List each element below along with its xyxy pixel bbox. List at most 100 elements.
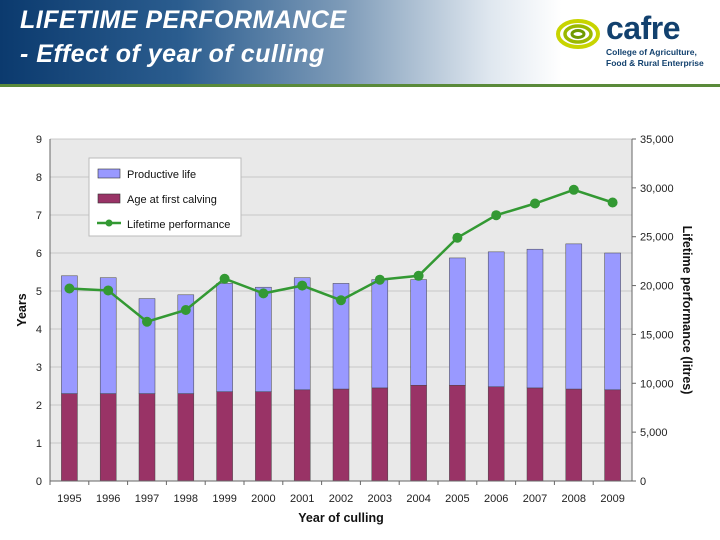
- bar-age-at-first-calving-1995: [61, 393, 78, 482]
- bar-age-at-first-calving-1999: [216, 391, 233, 482]
- x-tick-label-1997: 1997: [135, 493, 159, 505]
- bar-productive-life-2003: [371, 279, 389, 389]
- bar-productive-life-2000: [255, 286, 272, 392]
- right-axis-title: Lifetime performance (litres): [680, 226, 694, 395]
- left-tick-label: 8: [36, 172, 42, 184]
- lifetime-point-1997: [142, 316, 152, 327]
- slide-title-line2: - Effect of year of culling: [20, 40, 325, 68]
- logo-tagline-2: Food & Rural Enterprise: [606, 58, 704, 68]
- x-tick-label-2007: 2007: [523, 493, 547, 505]
- bar-age-at-first-calving-1997: [138, 393, 156, 482]
- left-axis-title: Years: [15, 293, 29, 326]
- lifetime-performance-points: [64, 184, 618, 327]
- bar-age-at-first-calving-2004: [410, 384, 427, 482]
- legend-label-lifetime-performance: Lifetime performance: [127, 219, 230, 231]
- logo-tagline-1: College of Agriculture,: [606, 47, 697, 57]
- bar-age-at-first-calving-2008: [565, 388, 583, 482]
- cafre-logo: cafre College of Agriculture, Food & Rur…: [556, 10, 706, 74]
- header-bar: [0, 0, 720, 84]
- lifetime-point-2002: [336, 295, 346, 306]
- legend: Productive life Age at first calving Lif…: [88, 157, 242, 237]
- slide-title-line1: LIFETIME PERFORMANCE: [20, 6, 347, 34]
- bar-age-at-first-calving-2007: [526, 387, 544, 482]
- bar-productive-life-2007: [526, 248, 544, 389]
- bar-productive-life-2004: [410, 279, 427, 386]
- logo-name: cafre: [606, 10, 681, 46]
- bar-productive-life-2008: [565, 243, 583, 390]
- x-axis-ticks: 1995 1996 1997 1998 1999 2000 2001 2002 2003 2004…: [49, 481, 625, 505]
- right-tick-label: 20,000: [640, 281, 674, 293]
- x-tick-label-2009: 2009: [600, 493, 624, 505]
- x-tick-label-2001: 2001: [290, 493, 314, 505]
- right-tick-label: 5,000: [640, 427, 668, 439]
- lifetime-point-2007: [530, 198, 540, 209]
- right-tick-label: 35,000: [640, 134, 674, 146]
- bar-age-at-first-calving-1996: [99, 393, 117, 482]
- lifetime-point-2008: [568, 184, 579, 195]
- lifetime-point-2004: [413, 270, 424, 281]
- lifetime-point-2009: [607, 197, 618, 208]
- left-tick-label: 5: [36, 286, 42, 298]
- left-axis-ticks: 0 1 2 3 4 5 6 7 8 9: [36, 134, 42, 488]
- right-tick-label: 25,000: [640, 232, 674, 244]
- bar-productive-life-2001: [293, 277, 311, 391]
- lifetime-point-2006: [491, 210, 502, 221]
- bar-productive-life-1996: [99, 277, 117, 394]
- x-tick-label-1998: 1998: [174, 493, 198, 505]
- bar-productive-life-2005: [449, 257, 466, 386]
- right-tick-label: 15,000: [640, 329, 674, 341]
- header-divider: [0, 84, 720, 87]
- bar-age-at-first-calving-2000: [255, 391, 272, 482]
- bar-productive-life-1995: [61, 275, 78, 394]
- bar-age-at-first-calving-2001: [293, 389, 311, 482]
- x-tick-label-2004: 2004: [406, 493, 430, 505]
- lifetime-point-1998: [180, 305, 191, 315]
- x-tick-label-2002: 2002: [329, 493, 353, 505]
- lifetime-point-1995: [64, 283, 75, 294]
- left-tick-label: 7: [36, 210, 42, 222]
- left-tick-label: 9: [36, 134, 42, 146]
- lifetime-point-2001: [297, 280, 308, 291]
- x-tick-label-2005: 2005: [445, 493, 469, 505]
- lifetime-point-2000: [258, 288, 269, 299]
- left-tick-label: 4: [36, 324, 42, 336]
- lifetime-point-1996: [103, 285, 114, 296]
- cafre-swirl-icon: [556, 19, 600, 49]
- left-tick-label: 1: [36, 438, 42, 450]
- lifetime-performance-chart: 0 1 2 3 4 5 6 7 8 9 0 5,000 10,000 15,000 20,000 25,00…: [15, 134, 694, 525]
- bar-age-at-first-calving-2002: [332, 388, 350, 482]
- x-tick-label-1996: 1996: [96, 493, 120, 505]
- bar-age-at-first-calving-2009: [604, 389, 621, 482]
- legend-label-productive-life: Productive life: [127, 169, 196, 181]
- left-tick-label: 3: [36, 362, 42, 374]
- right-axis-ticks: 0 5,000 10,000 15,000 20,000 25,000 30,000 35,0…: [632, 134, 674, 488]
- bar-productive-life-1998: [177, 294, 195, 394]
- lifetime-point-1999: [219, 273, 230, 284]
- legend-swatch-lifetime-marker: [105, 219, 113, 227]
- bar-productive-life-1997: [138, 298, 156, 394]
- x-tick-label-2006: 2006: [484, 493, 508, 505]
- x-tick-label-1999: 1999: [212, 493, 236, 505]
- left-tick-label: 6: [36, 248, 42, 260]
- bar-productive-life-2009: [604, 252, 621, 391]
- lifetime-point-2005: [452, 232, 463, 243]
- x-tick-label-2003: 2003: [368, 493, 392, 505]
- x-axis-title: Year of culling: [298, 511, 383, 525]
- x-tick-label-2008: 2008: [562, 493, 586, 505]
- legend-swatch-productive-life: [97, 168, 121, 179]
- right-tick-label: 30,000: [640, 183, 674, 195]
- bar-productive-life-1999: [216, 283, 233, 392]
- bars: [61, 243, 621, 482]
- bar-productive-life-2002: [332, 283, 350, 390]
- left-tick-label: 2: [36, 400, 42, 412]
- lifetime-point-2003: [374, 274, 385, 285]
- x-tick-label-1995: 1995: [57, 493, 81, 505]
- bar-productive-life-2006: [487, 251, 505, 388]
- left-tick-label: 0: [36, 476, 42, 488]
- right-tick-label: 0: [640, 476, 646, 488]
- bar-age-at-first-calving-2003: [371, 387, 389, 482]
- legend-label-age-first-calving: Age at first calving: [127, 194, 217, 206]
- legend-swatch-age-first-calving: [97, 193, 121, 204]
- bar-age-at-first-calving-1998: [177, 393, 195, 482]
- right-tick-label: 10,000: [640, 378, 674, 390]
